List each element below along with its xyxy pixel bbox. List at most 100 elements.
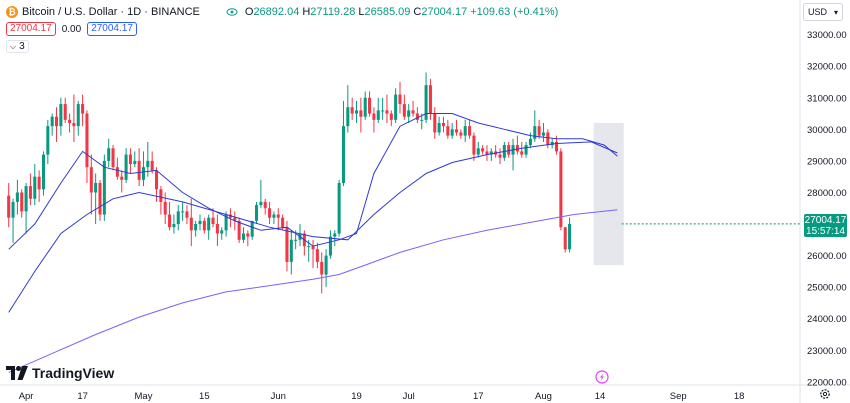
price-tick-label: 28000.00 — [807, 188, 847, 199]
candle-body — [528, 138, 532, 146]
high-value: 27119.28 — [310, 6, 356, 18]
candle-body — [411, 110, 415, 114]
candle-body — [459, 132, 463, 136]
candle-body — [263, 201, 267, 209]
candle-body — [307, 246, 311, 248]
candle-body — [11, 201, 15, 218]
candle-body — [541, 132, 545, 136]
price-tick-label: 26000.00 — [807, 251, 847, 262]
sell-price-button[interactable]: 27004.17 — [6, 22, 56, 36]
open-value: 26892.04 — [253, 6, 300, 18]
candle-body — [141, 167, 145, 180]
candle-body — [455, 129, 459, 133]
candle-body — [220, 230, 224, 234]
candle-body — [7, 195, 11, 218]
candle-body — [272, 214, 276, 218]
candle-body — [207, 217, 211, 231]
candle-body — [124, 154, 128, 180]
candle-body — [28, 186, 32, 199]
candle-body — [46, 126, 50, 155]
moving-average-long — [8, 209, 618, 373]
moving-average-mid — [8, 141, 618, 313]
chevron-down-icon: ▾ — [833, 7, 838, 17]
candle-body — [20, 192, 24, 212]
candle-body — [33, 176, 37, 199]
candle-body — [233, 217, 237, 221]
close-label: C — [413, 6, 422, 18]
candle-body — [98, 182, 102, 215]
candle-body — [276, 214, 280, 218]
candle-body — [120, 176, 124, 180]
candle-body — [398, 94, 402, 105]
candle-body — [402, 104, 406, 117]
candle-body — [555, 141, 559, 152]
candle-body — [176, 211, 180, 225]
time-tick-label: 17 — [77, 391, 88, 402]
lightning-icon — [600, 373, 604, 381]
candle-body — [428, 85, 432, 114]
candle-body — [320, 261, 324, 275]
tradingview-logo[interactable]: TradingView — [6, 364, 114, 382]
candle-body — [72, 123, 76, 127]
candle-body — [368, 97, 372, 114]
price-tick-label: 24000.00 — [807, 314, 847, 325]
candle-body — [485, 151, 489, 155]
time-tick-label: May — [135, 391, 153, 402]
time-tick-label: 19 — [351, 391, 362, 402]
candle-body — [311, 246, 315, 250]
highlight-rectangle — [593, 123, 624, 266]
candle-body — [255, 205, 259, 221]
candle-body — [150, 160, 154, 171]
candle-body — [107, 148, 111, 161]
candle-body — [385, 110, 389, 114]
indicators-toggle[interactable]: ⌵ 3 — [6, 40, 29, 53]
candle-body — [463, 126, 467, 136]
open-label: O — [244, 6, 254, 18]
time-tick-label: Jun — [271, 391, 286, 402]
tradingview-logo-text: TradingView — [32, 365, 115, 381]
candle-body — [476, 148, 480, 155]
candle-body — [424, 85, 428, 120]
candle-body — [372, 113, 376, 120]
symbol-legend: ₿ Bitcoin / U.S. Dollar · 1D · BINANCE O… — [6, 4, 558, 20]
spread-value: 0.00 — [61, 23, 82, 35]
price-tick-label: 32000.00 — [807, 62, 847, 73]
candle-body — [550, 141, 554, 146]
eye-icon[interactable] — [226, 6, 238, 18]
candle-body — [115, 167, 119, 177]
candle-body — [324, 255, 328, 275]
candle-body — [341, 126, 345, 183]
candle-body — [498, 154, 502, 158]
candle-body — [294, 239, 298, 241]
candle-body — [537, 126, 541, 136]
candle-body — [41, 154, 45, 190]
candle-body — [337, 182, 341, 234]
candle-body — [355, 110, 359, 114]
low-value: 26585.09 — [364, 6, 411, 18]
candle-body — [472, 135, 476, 155]
candle-body — [128, 154, 132, 165]
candle-body — [359, 110, 363, 117]
candle-body — [163, 201, 167, 215]
chevron-down-icon: ⌵ — [10, 41, 17, 51]
candle-body — [137, 160, 141, 180]
candle-body — [185, 211, 189, 218]
change-value: +109.63 (+0.41%) — [470, 6, 559, 18]
currency-select[interactable]: USD ▾ — [803, 3, 843, 21]
gear-icon[interactable] — [818, 387, 832, 401]
candle-body — [181, 211, 185, 213]
candle-body — [285, 227, 289, 262]
last-price: 27004.17 — [804, 215, 847, 226]
event-marker-circle — [595, 370, 609, 384]
symbol-title[interactable]: Bitcoin / U.S. Dollar · 1D · BINANCE — [22, 6, 200, 18]
candle-body — [168, 214, 172, 228]
candle-body — [507, 145, 511, 155]
buy-price-button[interactable]: 27004.17 — [87, 22, 137, 36]
candle-body — [246, 233, 250, 237]
indicators-count: 3 — [19, 41, 25, 52]
bitcoin-icon: ₿ — [6, 6, 18, 18]
close-value: 27004.17 — [421, 6, 468, 18]
candle-body — [55, 116, 59, 127]
